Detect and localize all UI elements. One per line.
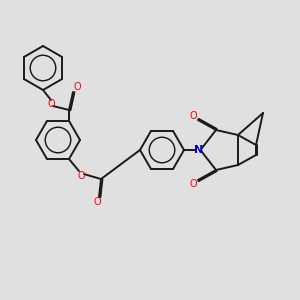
Text: O: O bbox=[189, 179, 197, 189]
Text: O: O bbox=[189, 111, 197, 121]
Text: N: N bbox=[194, 145, 204, 155]
Text: O: O bbox=[93, 197, 101, 207]
Text: O: O bbox=[77, 171, 85, 181]
Text: O: O bbox=[47, 99, 55, 109]
Text: O: O bbox=[73, 82, 81, 92]
